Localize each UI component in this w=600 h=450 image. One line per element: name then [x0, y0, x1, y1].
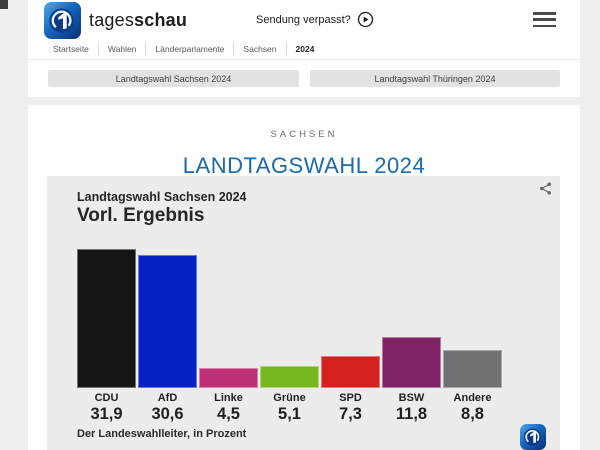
breadcrumb-laenderparlamente[interactable]: Länderparlamente: [146, 42, 235, 56]
bar-column-linke: Linke 4,5: [199, 249, 258, 424]
bar-value-label: 5,1: [278, 405, 301, 423]
bar-track: [382, 249, 441, 388]
bar-category-label: Linke: [214, 392, 243, 404]
tagesschau-logo-icon: [44, 2, 81, 39]
bar-category-label: BSW: [398, 392, 425, 404]
page-title: LANDTAGSWAHL 2024: [182, 152, 426, 178]
bar-linke[interactable]: [199, 368, 258, 388]
bar-chart: CDU 31,9 AfD 30,6 Linke 4,5 Grüne 5,1 SPD 7,3 BSW 1…: [77, 249, 502, 424]
bar-value-label: 11,8: [395, 405, 428, 423]
bar-track: [77, 249, 136, 388]
bar-afd[interactable]: [138, 254, 197, 388]
bar-category-label: Grüne: [273, 392, 306, 404]
bar-column-afd: AfD 30,6: [138, 249, 197, 424]
result-chart-card: Landtagswahl Sachsen 2024 Vorl. Ergebnis…: [47, 176, 560, 450]
bar-track: [138, 249, 197, 388]
bar-category-label: CDU: [94, 392, 119, 404]
share-icon[interactable]: [538, 181, 553, 196]
tagesschau-watermark-icon: [520, 424, 546, 450]
bar-grüne[interactable]: [260, 365, 319, 388]
breadcrumb-2024[interactable]: 2024: [295, 44, 315, 54]
bar-column-cdu: CDU 31,9: [77, 249, 136, 424]
bar-track: [260, 249, 319, 388]
bar-value-label: 30,6: [151, 405, 184, 423]
bar-value-label: 7,3: [339, 405, 362, 423]
bar-spd[interactable]: [321, 356, 380, 388]
bar-track: [321, 249, 380, 388]
wordmark: tagesschau: [89, 10, 188, 30]
bar-value-label: 8,8: [461, 405, 484, 423]
site-header: tagesschau Sendung verpasst? Startseite …: [28, 0, 580, 97]
bar-andere[interactable]: [443, 349, 502, 388]
bar-column-spd: SPD 7,3: [321, 249, 380, 424]
play-icon: [357, 11, 373, 28]
breadcrumb: Startseite Wahlen Länderparlamente Sachs…: [53, 42, 323, 56]
tagesschau-home-link[interactable]: tagesschau: [44, 2, 187, 39]
bar-column-andere: Andere 8,8: [443, 249, 502, 424]
breadcrumb-wahlen[interactable]: Wahlen: [99, 42, 147, 56]
chart-source-note: Der Landeswahlleiter, in Prozent: [77, 428, 247, 440]
breadcrumb-startseite[interactable]: Startseite: [53, 42, 99, 56]
bar-track: [199, 249, 258, 388]
chart-subtitle: Vorl. Ergebnis: [77, 205, 205, 226]
main-content: SACHSEN LANDTAGSWAHL 2024 Landtagswahl S…: [28, 105, 580, 450]
breadcrumb-sachsen[interactable]: Sachsen: [234, 42, 287, 56]
bar-bsw[interactable]: [382, 336, 441, 388]
header-divider: [28, 59, 580, 60]
sendung-verpasst-label: Sendung verpasst?: [256, 13, 351, 26]
sendung-verpasst-link[interactable]: Sendung verpasst?: [256, 11, 374, 28]
chart-title: Landtagswahl Sachsen 2024: [77, 190, 247, 204]
bar-column-grüne: Grüne 5,1: [260, 249, 319, 424]
bar-category-label: SPD: [339, 392, 362, 404]
menu-icon[interactable]: [533, 12, 556, 28]
bar-track: [443, 249, 502, 388]
bar-category-label: AfD: [157, 392, 178, 404]
bar-value-label: 31,9: [90, 405, 123, 423]
bar-category-label: Andere: [453, 392, 492, 404]
screen-corner-artifact: [0, 0, 8, 9]
tab-landtagswahl-thueringen[interactable]: Landtagswahl Thüringen 2024: [310, 70, 560, 87]
tab-landtagswahl-sachsen[interactable]: Landtagswahl Sachsen 2024: [48, 70, 299, 87]
bar-column-bsw: BSW 11,8: [382, 249, 441, 424]
bar-value-label: 4,5: [217, 405, 240, 423]
region-kicker: SACHSEN: [270, 129, 338, 140]
bar-cdu[interactable]: [77, 249, 136, 388]
